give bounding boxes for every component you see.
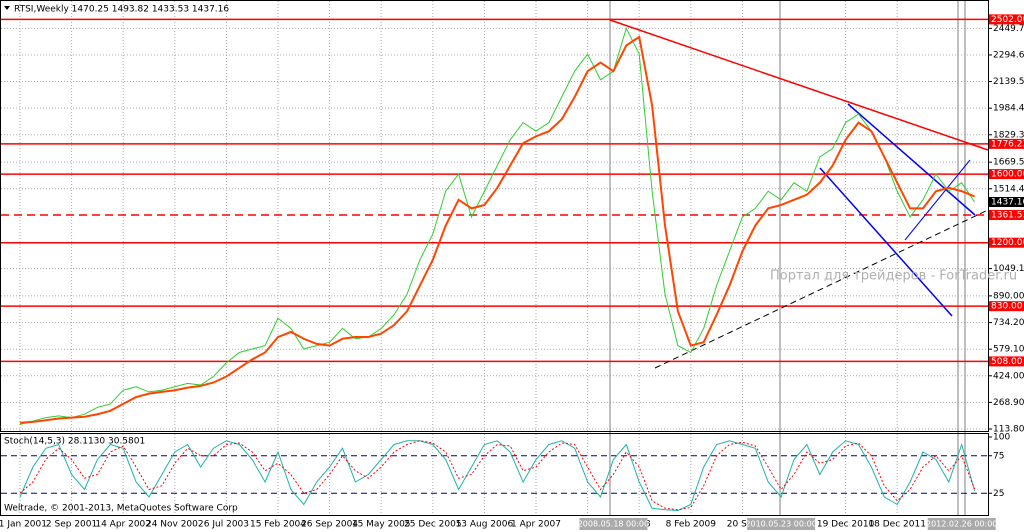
level-label: 1200.00 — [991, 238, 1024, 248]
level-label: 2502.00 — [991, 15, 1024, 25]
y-tick-label: 268.90 — [993, 398, 1024, 408]
level-label: 830.00 — [991, 302, 1023, 312]
level-label-bg — [989, 169, 1024, 180]
marker-label-bg — [579, 518, 648, 530]
stoch-title: Stoch(14,5,3) 28.1130 30.5801 — [4, 437, 145, 447]
marker-label: 2010.05.23 00:00 — [745, 520, 816, 529]
level-label: 1600.00 — [991, 170, 1024, 180]
x-tick-label: 15 Feb 2004 — [250, 520, 306, 530]
trend-line — [904, 159, 971, 241]
level-label-bg — [989, 14, 1024, 25]
level-label-bg — [989, 301, 1024, 312]
x-tick-label: 13 Aug 2006 — [456, 520, 514, 530]
watermark: Портал для трейдеров - ForTrader.ru — [770, 269, 1017, 284]
series-line — [19, 440, 976, 512]
y-tick-label: 2139.50 — [993, 77, 1024, 87]
trend-line — [847, 103, 976, 216]
x-tick-label: 2 Sep 2001 — [46, 520, 97, 530]
x-tick-label: 26 Sep 2004 — [301, 520, 358, 530]
x-tick-label: 1 Apr 2007 — [511, 520, 561, 530]
marker-label: 2008.05.18 00:00 — [578, 520, 649, 529]
y-tick-label: 2449.70 — [993, 24, 1024, 34]
trend-line — [819, 167, 953, 317]
series-line — [19, 440, 976, 511]
y-tick-label: 75 — [993, 451, 1004, 461]
copyright: Weltrade, © 2001-2013, MetaQuotes Softwa… — [4, 504, 238, 514]
y-tick-label: 1049.10 — [993, 264, 1024, 274]
x-tick-label: 14 Apr 2002 — [95, 520, 151, 530]
x-tick-label: 8 Feb 2009 — [666, 520, 717, 530]
x-tick-label: 15 May 2005 — [352, 520, 411, 530]
price-label-bg — [989, 197, 1024, 208]
y-tick-label: 1669.50 — [993, 158, 1024, 168]
x-tick-label: 19 Dec 2010 — [817, 520, 875, 530]
level-label-bg — [989, 356, 1024, 367]
y-tick-label: 1984.40 — [993, 104, 1024, 114]
y-tick-label: 2294.60 — [993, 50, 1024, 60]
y-tick-label: 579.10 — [993, 345, 1024, 355]
x-tick-label: 18 Dec 2011 — [868, 520, 926, 530]
main-frame — [0, 0, 989, 432]
x-tick-label: 20 Sep — [727, 520, 759, 530]
y-tick-label: 424.00 — [993, 371, 1024, 381]
level-label: 1776.23 — [991, 139, 1024, 149]
level-label: 1361.53 — [991, 210, 1024, 220]
x-tick-label: 25 Dec 2005 — [404, 520, 462, 530]
x-tick-label: 6 Jul 2003 — [204, 520, 249, 530]
stoch-frame — [0, 433, 989, 516]
marker-label-bg — [927, 518, 996, 530]
y-tick-label: 113.80 — [993, 425, 1024, 435]
series-line — [19, 35, 975, 424]
trend-line — [654, 209, 989, 369]
level-label-bg — [989, 138, 1024, 149]
x-tick-label: 24 Nov 2002 — [146, 520, 204, 530]
y-tick-label: 1829.30 — [993, 130, 1024, 140]
y-tick-label: 1514.40 — [993, 184, 1024, 194]
y-tick-label: 100 — [993, 433, 1010, 443]
x-tick-label: 21 Jan 2001 — [0, 520, 47, 530]
level-label-bg — [989, 209, 1024, 220]
marker-label: 2012.02.26 00:00 — [926, 520, 997, 529]
marker-label-bg — [747, 518, 816, 530]
series-line — [19, 26, 976, 425]
level-label: 508.00 — [991, 357, 1023, 367]
chart-title: RTSI,Weekly 1470.25 1493.82 1433.53 1437… — [14, 5, 229, 15]
menu-triangle — [4, 6, 10, 10]
y-tick-label: 734.20 — [993, 318, 1024, 328]
y-tick-label: 890.00 — [993, 291, 1024, 301]
y-tick-label: 25 — [993, 489, 1004, 499]
level-label-bg — [989, 237, 1024, 248]
trend-line — [609, 19, 989, 151]
price-label: 1437.16 — [991, 198, 1024, 208]
